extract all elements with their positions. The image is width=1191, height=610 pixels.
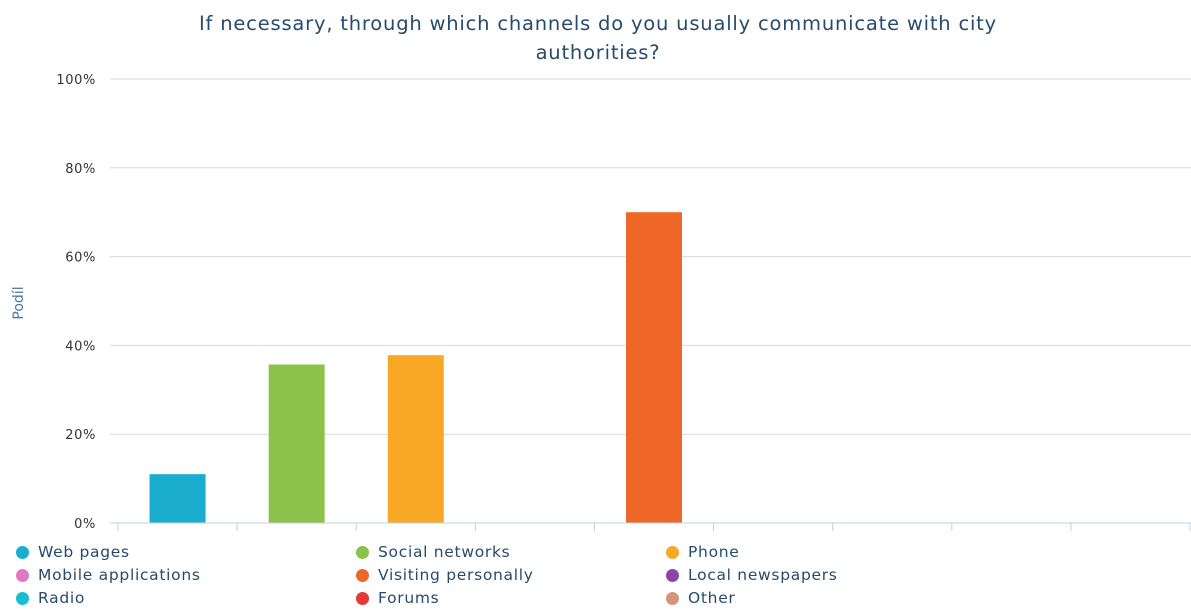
legend-item-visiting-personally[interactable]: Visiting personally (356, 565, 534, 585)
bar-phone[interactable] (387, 355, 444, 523)
legend-item-web-pages[interactable]: Web pages (16, 542, 130, 562)
y-tick-label: 80% (65, 162, 96, 177)
bar-social-networks[interactable] (268, 364, 325, 523)
legend-label: Forums (378, 589, 440, 607)
bar-chart: If necessary, through which channels do … (11, 12, 1191, 532)
legend-item-radio[interactable]: Radio (16, 588, 85, 608)
legend-item-phone[interactable]: Phone (666, 542, 740, 562)
chart-title-line-2: authorities? (536, 41, 661, 64)
legend-marker (356, 591, 369, 605)
legend-marker (666, 545, 679, 559)
y-axis-ticks: 0% 20% 40% 60% 80% 100% (56, 73, 96, 532)
legend-item-local-newspapers[interactable]: Local newspapers (666, 565, 838, 585)
y-tick-label: 40% (65, 339, 96, 354)
bar-web-pages[interactable] (149, 474, 206, 523)
legend: Web pages Social networks Phone Mobile appl… (16, 542, 1016, 610)
y-tick-label: 20% (65, 428, 96, 443)
legend-marker (356, 545, 369, 559)
legend-label: Visiting personally (378, 566, 534, 584)
y-tick-label: 60% (65, 251, 96, 266)
legend-label: Other (688, 589, 736, 607)
legend-label: Local newspapers (688, 566, 838, 584)
legend-label: Social networks (378, 543, 511, 561)
x-axis-ticks (117, 523, 1191, 531)
legend-label: Phone (688, 543, 740, 561)
legend-marker (666, 591, 679, 605)
legend-marker (356, 568, 369, 582)
legend-marker (666, 568, 679, 582)
bars (149, 212, 682, 523)
legend-item-mobile-applications[interactable]: Mobile applications (16, 565, 201, 585)
legend-label: Radio (38, 589, 86, 607)
chart-title-line-1: If necessary, through which channels do … (199, 12, 997, 35)
legend-marker (16, 591, 29, 605)
legend-marker (16, 568, 29, 582)
legend-label: Mobile applications (38, 566, 201, 584)
legend-item-other[interactable]: Other (666, 588, 736, 608)
legend-marker (16, 545, 29, 559)
legend-item-forums[interactable]: Forums (356, 588, 439, 608)
legend-label: Web pages (38, 543, 130, 561)
y-axis-label: Podíl (11, 286, 27, 319)
bar-visiting-personally[interactable] (626, 212, 682, 523)
y-tick-label: 100% (56, 73, 96, 88)
legend-item-social-networks[interactable]: Social networks (356, 542, 510, 562)
y-tick-label: 0% (74, 517, 96, 532)
